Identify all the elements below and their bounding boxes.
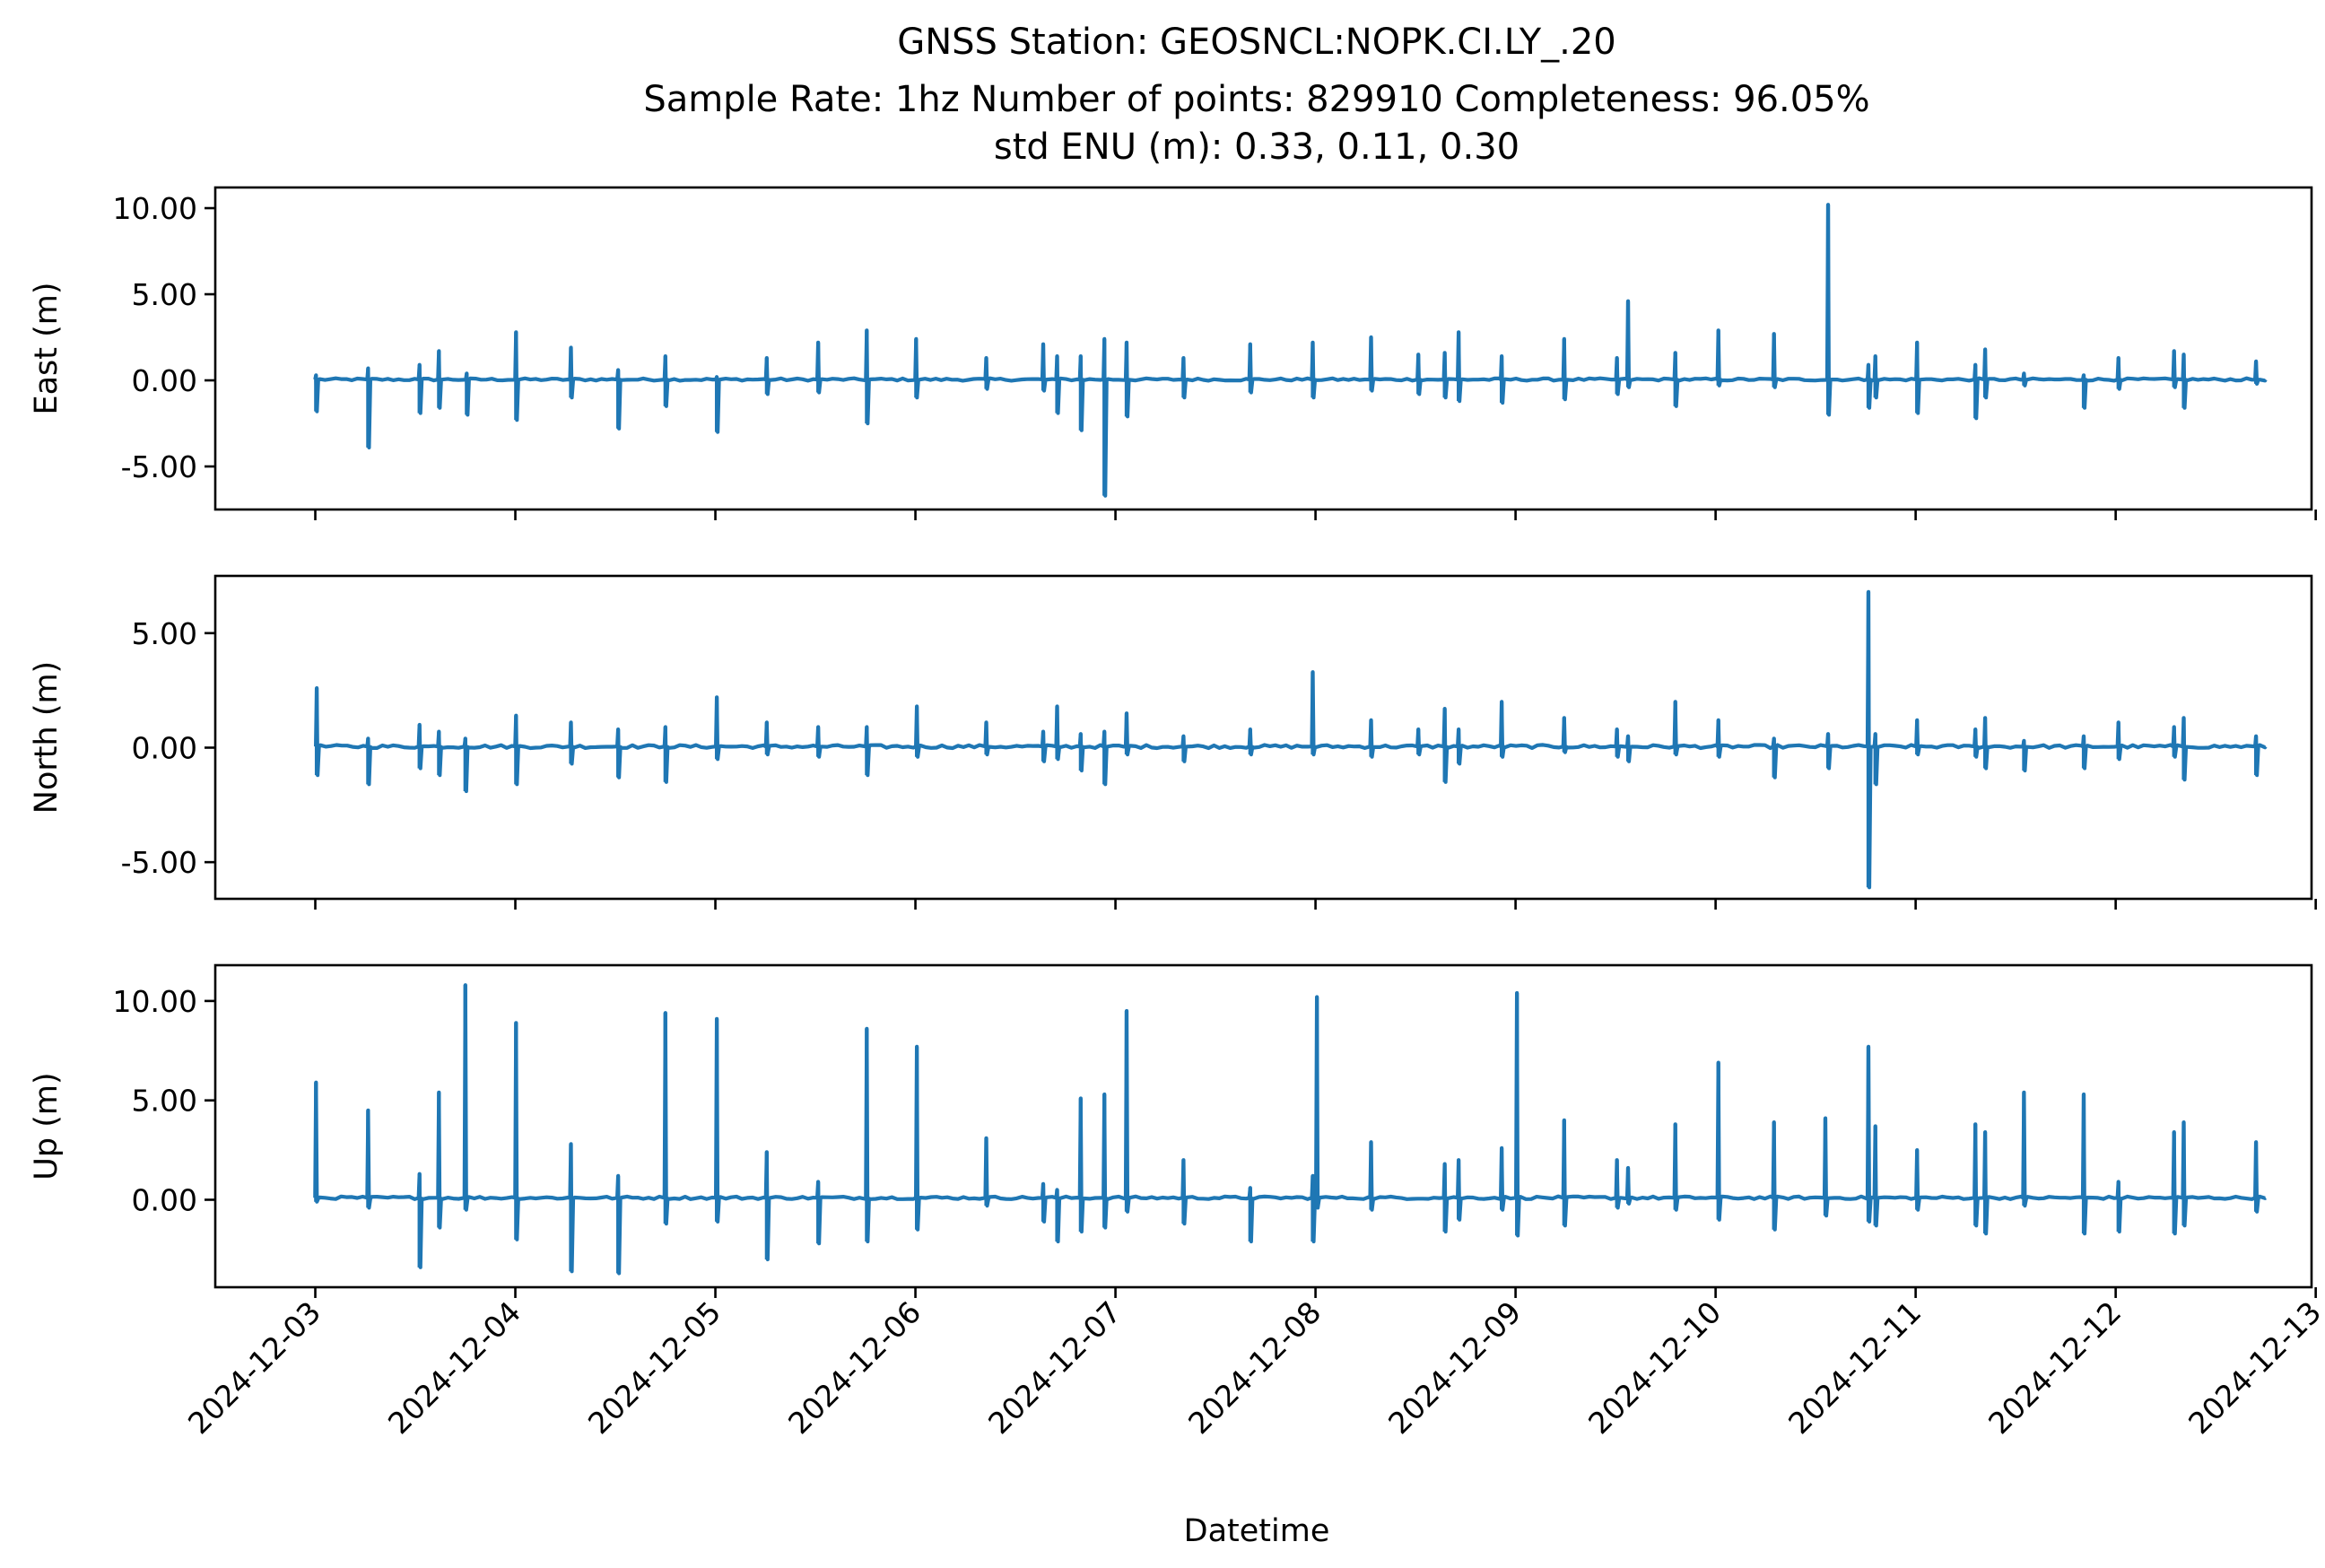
title-line-station: GNSS Station: GEOSNCL:NOPK.CI.LY_.20 (897, 22, 1616, 63)
title-line-stats: Sample Rate: 1hz Number of points: 82991… (643, 79, 1869, 120)
east-ytick-label: -5.00 (121, 449, 197, 484)
east-ytick-label: 10.00 (113, 191, 197, 226)
north-ytick-label: -5.00 (121, 845, 197, 880)
east-panel: -5.00 0.00 5.00 10.00 East (m) (29, 186, 2317, 520)
x-axis-label: Datetime (1184, 1513, 1330, 1549)
up-ytick-label: 10.00 (113, 984, 197, 1019)
up-ytick-label: 0.00 (132, 1182, 197, 1217)
up-ytick-label: 5.00 (132, 1084, 197, 1119)
north-axes-frame (213, 574, 2313, 901)
east-axis-label: East (m) (29, 282, 65, 414)
north-ytick-label: 5.00 (132, 616, 197, 651)
up-axis-label: Up (m) (29, 1072, 65, 1180)
north-panel: -5.00 0.00 5.00 North (m) (29, 574, 2317, 910)
figure-title: GNSS Station: GEOSNCL:NOPK.CI.LY_.20 Sam… (643, 22, 1869, 168)
north-ytick-label: 0.00 (132, 730, 197, 765)
east-ytick-label: 5.00 (132, 277, 197, 312)
east-series-line (313, 203, 2268, 498)
up-axes-frame (213, 963, 2313, 1289)
east-axes-frame (213, 186, 2313, 511)
east-ytick-label: 0.00 (132, 363, 197, 398)
up-panel: 0.00 5.00 10.00 Up (m) (29, 963, 2317, 1298)
title-line-std: std ENU (m): 0.33, 0.11, 0.30 (994, 126, 1520, 168)
north-axis-label: North (m) (29, 661, 65, 814)
